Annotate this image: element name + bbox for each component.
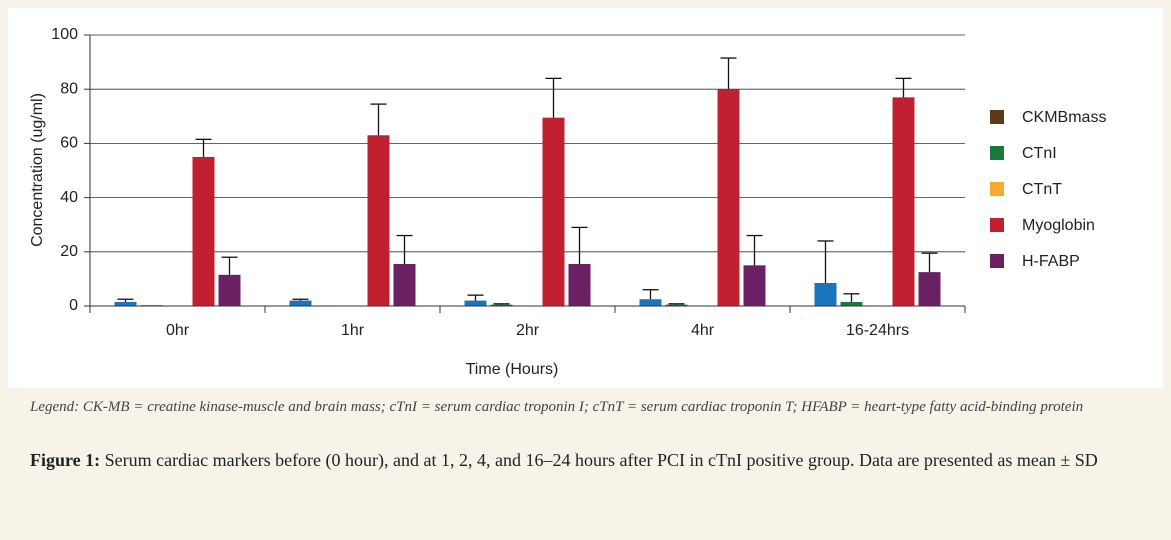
- y-tick-label: 80: [60, 80, 78, 97]
- caption-text: Serum cardiac markers before (0 hour), a…: [104, 450, 1098, 470]
- y-axis-title: Concentration (ug/ml): [29, 93, 46, 247]
- legend-swatch: [990, 146, 1004, 160]
- y-tick-label: 0: [69, 297, 78, 314]
- legend-label: Myoglobin: [1022, 217, 1095, 234]
- bar: [490, 304, 513, 306]
- legend-label: H-FABP: [1022, 253, 1080, 270]
- legend-label: CKMBmass: [1022, 109, 1106, 126]
- caption-label: Figure 1:: [30, 450, 101, 470]
- bar: [743, 265, 766, 306]
- x-axis-title: Time (Hours): [466, 361, 559, 378]
- bar: [840, 301, 863, 306]
- bar: [892, 97, 915, 306]
- y-tick-label: 20: [60, 243, 78, 260]
- legend-swatch: [990, 110, 1004, 124]
- bar: [464, 300, 487, 306]
- y-tick-label: 100: [51, 26, 78, 43]
- legend-swatch: [990, 254, 1004, 268]
- x-tick-label: 16-24hrs: [846, 322, 909, 339]
- chart: Time (Hours) Concentration (ug/ml) 0 20 40…: [8, 8, 1163, 388]
- x-tick-label: 1hr: [341, 322, 365, 339]
- bar: [717, 89, 740, 306]
- bar: [289, 300, 312, 306]
- legend-swatch: [990, 182, 1004, 196]
- bar: [192, 156, 215, 306]
- legend-swatch: [990, 218, 1004, 232]
- y-tick-label: 40: [60, 189, 78, 206]
- caption: Figure 1: Serum cardiac markers before (…: [30, 447, 1150, 473]
- bar: [665, 304, 688, 306]
- bar: [367, 135, 390, 306]
- bar: [918, 272, 941, 306]
- bar: [568, 263, 591, 306]
- bar: [814, 282, 837, 306]
- legend-note: Legend: CK-MB = creatine kinase-muscle a…: [30, 399, 1084, 415]
- bar: [218, 274, 241, 306]
- bar: [542, 117, 565, 306]
- x-tick-label: 2hr: [516, 322, 540, 339]
- legend-label: CTnI: [1022, 145, 1057, 162]
- x-tick-label: 0hr: [166, 322, 190, 339]
- legend-label: CTnT: [1022, 181, 1062, 198]
- x-tick-label: 4hr: [691, 322, 715, 339]
- y-tick-label: 60: [60, 135, 78, 152]
- bar: [393, 263, 416, 306]
- bar: [114, 301, 137, 306]
- bar: [639, 299, 662, 306]
